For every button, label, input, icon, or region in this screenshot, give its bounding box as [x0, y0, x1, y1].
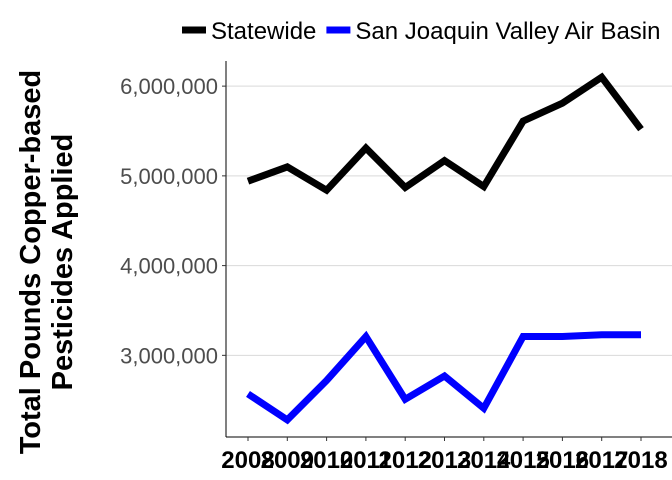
- y-axis-title-line-2: Pesticides Applied: [47, 134, 79, 391]
- x-tick-label: 2011: [340, 447, 392, 474]
- x-tick-label: 2012: [379, 447, 432, 474]
- y-axis-title: Total Pounds Copper-based Pesticides App…: [15, 70, 79, 455]
- x-tick-label: 2018: [614, 447, 667, 474]
- series-line-statewide: [246, 72, 644, 195]
- y-axis-ticks: 3,000,000 4,000,000 5,000,000 6,000,000: [120, 74, 226, 368]
- legend-label-1: San Joaquin Valley Air Basin: [355, 18, 660, 45]
- legend-label-0: Statewide: [211, 18, 316, 45]
- y-tick-label: 3,000,000: [120, 343, 218, 368]
- x-tick-label: 2013: [418, 447, 471, 474]
- axes: [225, 61, 672, 438]
- y-tick-label: 4,000,000: [120, 254, 218, 279]
- x-tick-label: 2008: [221, 447, 274, 474]
- legend: Statewide San Joaquin Valley Air Basin: [182, 18, 660, 45]
- gridlines: [226, 85, 672, 356]
- series-line-sjv-air-basin: [246, 330, 641, 425]
- x-tick-label: 2009: [261, 447, 314, 474]
- x-tick-label: 2014: [457, 447, 511, 474]
- x-tick-label: 2010: [300, 447, 353, 474]
- y-axis-title-line-1: Total Pounds Copper-based: [15, 70, 47, 455]
- y-tick-label: 6,000,000: [120, 74, 218, 99]
- x-tick-label: 2017: [575, 447, 628, 474]
- x-tick-label: 2015: [496, 447, 549, 474]
- x-tick-label: 2016: [536, 447, 589, 474]
- y-tick-label: 5,000,000: [120, 164, 218, 189]
- series-lines: [246, 72, 644, 425]
- x-axis-ticks: 2008200920102011201220132014201520162017…: [221, 437, 668, 474]
